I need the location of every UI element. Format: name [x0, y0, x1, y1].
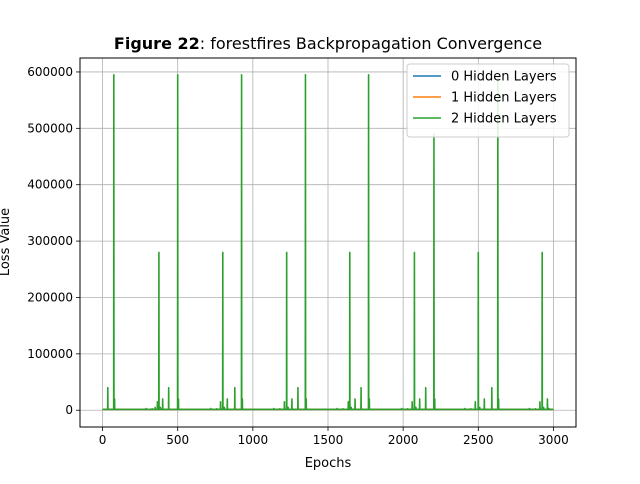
y-tick-label: 200000 [27, 290, 73, 304]
y-axis-label: Loss Value [0, 208, 13, 276]
legend: 0 Hidden Layers 1 Hidden Layers 2 Hidden L… [406, 63, 570, 138]
x-tick-label: 2000 [388, 433, 419, 447]
series-line-2 [102, 73, 554, 411]
chart-title-bold: Figure 22 [114, 34, 200, 53]
legend-label: 2 Hidden Layers [451, 112, 557, 127]
x-tick-label: 2500 [463, 433, 494, 447]
x-tick-label: 0 [99, 433, 107, 447]
x-tick-label: 1000 [238, 433, 269, 447]
series-layer [102, 73, 554, 411]
x-tick-label: 500 [166, 433, 189, 447]
y-tick-label: 500000 [27, 121, 73, 135]
chart-title-rest: : forestfires Backpropagation Convergenc… [200, 34, 542, 53]
legend-label: 1 Hidden Layers [451, 91, 557, 106]
y-tick-label: 600000 [27, 65, 73, 79]
y-tick-label: 400000 [27, 178, 73, 192]
y-axis-ticks: 0 100000 200000 300000 400000 500000 600000 [27, 65, 80, 417]
y-tick-label: 100000 [27, 347, 73, 361]
x-tick-label: 3000 [538, 433, 569, 447]
legend-label: 0 Hidden Layers [451, 70, 557, 85]
x-tick-label: 1500 [313, 433, 344, 447]
x-axis-ticks: 0 500 1000 1500 2000 2500 3000 [99, 427, 569, 447]
y-tick-label: 300000 [27, 234, 73, 248]
legend-box [406, 63, 570, 138]
grid-lines [80, 58, 576, 427]
x-axis-label: Epochs [305, 456, 352, 471]
chart-title: Figure 22: forestfires Backpropagation C… [114, 34, 542, 53]
y-tick-label: 0 [65, 403, 73, 417]
